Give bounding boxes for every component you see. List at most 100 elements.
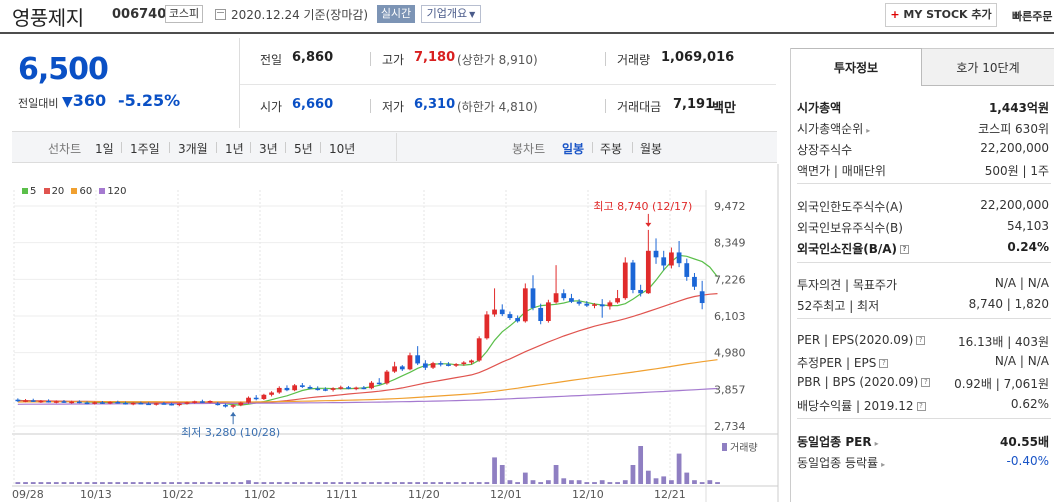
company-name[interactable]: 영풍제지 xyxy=(12,6,84,30)
y-tick-label: 3,857 xyxy=(714,383,746,396)
candle-body xyxy=(576,301,582,304)
volume-bar xyxy=(138,482,144,484)
legend-swatch-120 xyxy=(99,187,106,194)
volume-bar xyxy=(576,480,582,484)
volume: 1,069,016 xyxy=(661,50,735,65)
volume-bar xyxy=(46,482,51,484)
candle-body xyxy=(407,355,413,370)
help-icon[interactable]: ? xyxy=(879,359,889,368)
candle-body xyxy=(192,401,198,403)
realtime-button[interactable]: 실시간 xyxy=(377,5,415,23)
prev-close: 6,860 xyxy=(292,50,334,65)
period-10y[interactable]: 10년 xyxy=(329,142,356,156)
volume-bar xyxy=(438,482,444,484)
volume-bar xyxy=(684,472,690,484)
add-mystock-button[interactable]: + MY STOCK 추가 xyxy=(885,3,997,27)
candle-body xyxy=(499,309,505,315)
tab-invest-info[interactable]: 투자정보 xyxy=(791,48,922,86)
candle-body xyxy=(553,293,559,303)
volume-bar xyxy=(215,482,221,484)
candle-chart-label: 봉차트 xyxy=(512,142,546,156)
min-arrow-head xyxy=(230,412,237,417)
candle-body xyxy=(469,360,474,363)
legend-swatch-20 xyxy=(43,187,50,194)
candle-body xyxy=(615,298,620,303)
invest-info-value: 22,200,000 xyxy=(980,198,1049,212)
diff-label: 전일대비 xyxy=(18,97,59,110)
volume-bar xyxy=(261,482,267,484)
volume-bar xyxy=(15,482,21,484)
volume-bar xyxy=(292,482,298,484)
period-5y[interactable]: 5년 xyxy=(294,142,313,156)
help-icon[interactable]: ? xyxy=(916,336,926,345)
invest-info-key-text: 외국인보유주식수(B) xyxy=(797,221,903,235)
volume-bar xyxy=(499,465,505,484)
candle-body xyxy=(138,402,144,405)
volume-bar xyxy=(23,482,28,484)
tab-order-book[interactable]: 호가 10단계 xyxy=(922,48,1054,86)
volume-bar xyxy=(522,472,528,484)
invest-info-row: 상장주식수 22,200,000 xyxy=(797,138,1049,159)
volume-bar xyxy=(407,482,413,484)
candle-body xyxy=(123,402,128,405)
candle-body xyxy=(184,402,190,404)
candle-body xyxy=(30,400,36,402)
candle-body xyxy=(53,401,59,403)
low-price: 6,310 xyxy=(414,97,456,112)
candle-body xyxy=(461,362,467,365)
help-icon[interactable]: ? xyxy=(921,378,931,387)
invest-info-key: PBR | BPS (2020.09)? xyxy=(797,375,931,389)
invest-info-row: PER | EPS(2020.09)? 16.13배 | 403원 xyxy=(797,330,1049,351)
candle-body xyxy=(153,403,159,405)
volume-bar xyxy=(661,476,667,484)
period-1w[interactable]: 1주일 xyxy=(130,142,160,156)
candle-body xyxy=(307,386,313,389)
volume-bar xyxy=(492,457,497,484)
volume-bar xyxy=(569,480,574,484)
period-3y[interactable]: 3년 xyxy=(259,142,278,156)
period-1y[interactable]: 1년 xyxy=(225,142,244,156)
period-3m[interactable]: 3개월 xyxy=(178,142,208,156)
invest-info-row[interactable]: 시가총액순위 ▸ 코스피 630위 xyxy=(797,117,1049,138)
company-overview-button[interactable]: 기업개요 ▼ xyxy=(421,5,481,23)
invest-info-value: 500원 | 1주 xyxy=(984,164,1049,178)
invest-info-key: 시가총액순위 ▸ xyxy=(797,120,870,137)
quick-order-link[interactable]: 빠른주문 xyxy=(1012,10,1053,23)
volume-bar xyxy=(161,482,167,484)
volume-bar xyxy=(61,482,67,484)
invest-info-row[interactable]: 동일업종 등락률 ▸ -0.40% xyxy=(797,451,1049,472)
help-icon[interactable]: ? xyxy=(900,245,910,254)
plus-icon: + xyxy=(890,8,904,21)
candle-body xyxy=(584,303,590,306)
trade-amount-unit: 백만 xyxy=(712,101,736,116)
candle-monthly[interactable]: 월봉 xyxy=(640,142,663,156)
price-panel xyxy=(12,38,240,128)
candle-body xyxy=(346,387,351,389)
invest-info-key: PER | EPS(2020.09)? xyxy=(797,333,926,347)
volume-bar xyxy=(615,482,620,484)
volume-bar xyxy=(299,482,305,484)
help-icon[interactable]: ? xyxy=(916,402,926,411)
candle-body xyxy=(569,298,574,302)
caret-right-icon: ▸ xyxy=(866,126,871,135)
invest-info-value: 0.92배 | 7,061원 xyxy=(954,377,1049,391)
price-chart[interactable]: 9,472 8,349 7,226 6,103 4,980 3,857 2,734 09/28… xyxy=(0,164,780,502)
candle-daily[interactable]: 일봉 xyxy=(562,142,585,156)
invest-info-row: 추정PER | EPS? N/A | N/A xyxy=(797,351,1049,372)
volume-bar xyxy=(584,482,590,484)
candle-weekly[interactable]: 주봉 xyxy=(600,142,623,156)
chevron-down-icon: ▼ xyxy=(469,10,476,19)
candle-body xyxy=(230,405,236,407)
volume-bar xyxy=(507,480,513,484)
candle-body xyxy=(338,387,344,389)
price-diff-rate: -5.25% xyxy=(118,91,181,110)
volume-label: 거래량 xyxy=(730,442,758,454)
volume-bar xyxy=(84,482,90,484)
period-1d[interactable]: 1일 xyxy=(95,142,114,156)
candle-body xyxy=(261,394,267,400)
candle-body xyxy=(422,363,428,368)
invest-info-value: 0.62% xyxy=(1010,397,1049,411)
invest-info-row[interactable]: 동일업종 PER ▸ 40.55배 xyxy=(797,430,1049,451)
volume-bar xyxy=(338,482,344,484)
invest-info-key-text: 상장주식수 xyxy=(797,143,853,157)
